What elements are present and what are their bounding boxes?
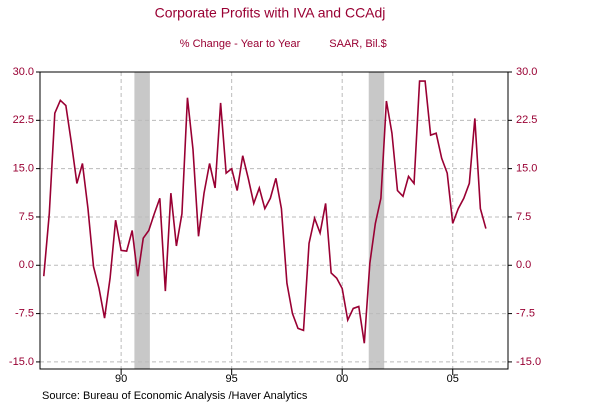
source: Source: Bureau of Economic Analysis /Hav…: [42, 390, 308, 402]
subtitle: % Change - Year to Year: [180, 38, 301, 50]
y-tick-label: 0.0: [19, 259, 34, 271]
y-tick-label: 7.5: [19, 211, 34, 223]
y2-tick-label: 30.0: [516, 66, 537, 78]
y2-tick-label: 7.5: [516, 211, 531, 223]
x-tick-label: 95: [226, 373, 238, 385]
y-tick-label: -15.0: [9, 356, 34, 368]
y2-tick-label: 15.0: [516, 163, 537, 175]
plot-frame: [39, 71, 509, 370]
recession-band: [134, 72, 150, 369]
y-tick-label: 15.0: [13, 163, 34, 175]
x-tick-label: 00: [336, 373, 348, 385]
chart-title: Corporate Profits with IVA and CCAdj: [155, 5, 386, 21]
y2-tick-label: -15.0: [516, 356, 541, 368]
y-tick-label: -7.5: [15, 308, 34, 320]
y2-tick-label: 22.5: [516, 114, 537, 126]
x-tick-label: 90: [115, 373, 127, 385]
y-tick-label: 30.0: [13, 66, 34, 78]
x-tick-label: 05: [447, 373, 459, 385]
series-line: [42, 80, 487, 344]
y2-tick-label: 0.0: [516, 259, 531, 271]
y-tick-label: 22.5: [13, 114, 34, 126]
y2-tick-label: -7.5: [516, 308, 535, 320]
units-label: SAAR, Bil.$: [329, 38, 386, 50]
